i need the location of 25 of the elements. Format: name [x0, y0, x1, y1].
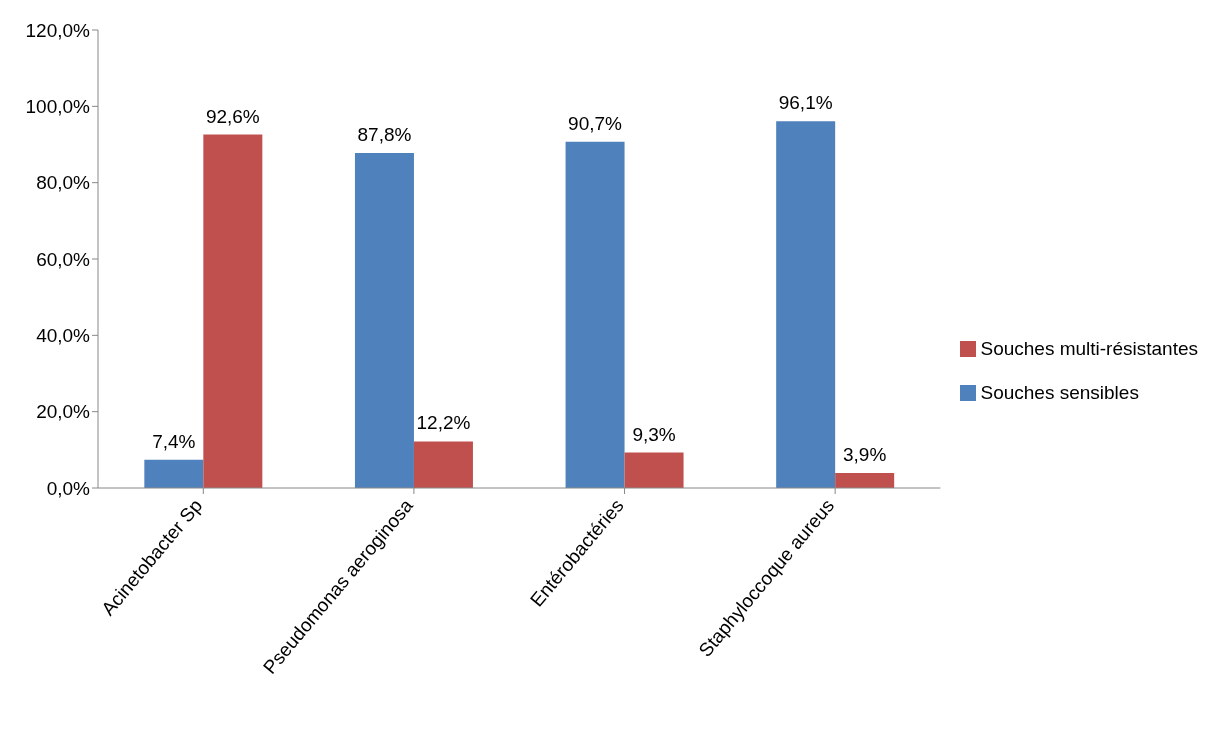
bar [565, 141, 625, 488]
bar [144, 459, 204, 488]
bar [354, 152, 414, 488]
bar [835, 473, 895, 488]
y-tick-label: 0,0% [46, 477, 91, 499]
legend-label: Souches multi-résistantes [980, 337, 1198, 359]
data-label: 92,6% [205, 105, 260, 127]
y-tick-label: 40,0% [36, 325, 91, 347]
data-label: 12,2% [416, 412, 471, 434]
legend-label: Souches sensibles [980, 381, 1139, 403]
data-label: 9,3% [632, 423, 676, 445]
data-label: 90,7% [568, 112, 623, 134]
data-label: 3,9% [843, 444, 887, 466]
y-tick-label: 80,0% [36, 172, 91, 194]
bar [776, 121, 836, 488]
data-label: 7,4% [152, 430, 196, 452]
data-label: 87,8% [357, 123, 412, 145]
y-tick-label: 20,0% [36, 401, 91, 423]
y-tick-label: 100,0% [25, 96, 91, 118]
y-tick-label: 120,0% [25, 19, 91, 41]
bar [413, 441, 473, 488]
bar [624, 452, 684, 488]
data-label: 96,1% [778, 92, 833, 114]
bar [203, 134, 263, 488]
y-tick-label: 60,0% [36, 248, 91, 270]
